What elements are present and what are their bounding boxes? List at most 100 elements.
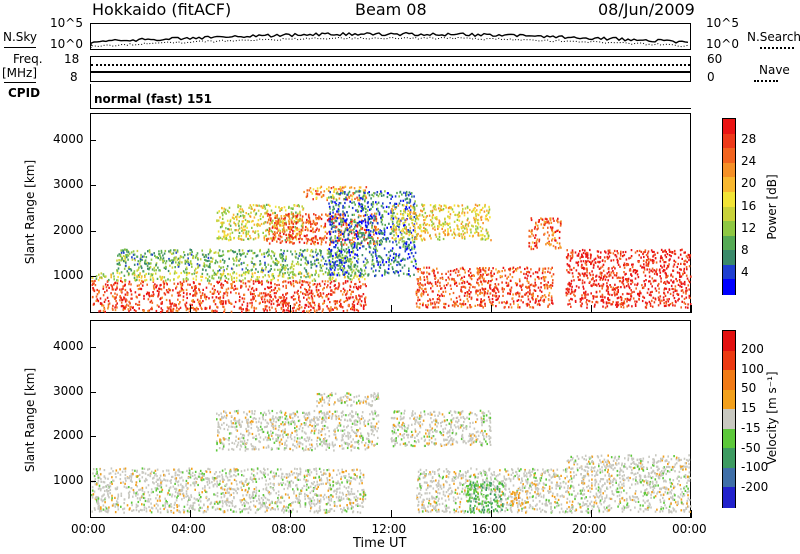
heatmap-cell	[526, 267, 529, 270]
heatmap-cell	[170, 310, 173, 313]
freq-tick-top: 18	[64, 52, 80, 66]
heatmap-cell	[405, 205, 408, 208]
heatmap-cell	[192, 256, 194, 260]
heatmap-cell	[274, 286, 277, 289]
heatmap-cell	[418, 306, 420, 309]
heatmap-cell	[665, 276, 667, 279]
heatmap-cell	[288, 236, 291, 239]
heatmap-cell	[126, 248, 128, 251]
heatmap-cell	[270, 264, 272, 267]
heatmap-cell	[488, 210, 490, 213]
heatmap-cell	[342, 248, 345, 251]
heatmap-cell	[305, 225, 307, 229]
heatmap-cell	[384, 190, 386, 193]
heatmap-cell	[599, 290, 601, 293]
heatmap-cell	[498, 295, 500, 298]
heatmap-cell	[158, 290, 160, 293]
heatmap-cell	[402, 222, 404, 225]
heatmap-cell	[253, 251, 256, 255]
heatmap-cell	[524, 267, 526, 271]
heatmap-cell	[239, 253, 241, 256]
heatmap-cell	[411, 206, 414, 209]
heatmap-cell	[479, 277, 481, 280]
heatmap-cell	[380, 194, 383, 197]
heatmap-cell	[238, 292, 240, 295]
heatmap-cell	[414, 227, 416, 230]
heatmap-cell	[331, 271, 333, 275]
heatmap-cell	[293, 264, 295, 267]
heatmap-cell	[279, 238, 281, 241]
heatmap-cell	[512, 293, 514, 296]
heatmap-cell	[368, 232, 370, 235]
heatmap-cell	[284, 209, 287, 212]
heatmap-cell	[132, 250, 135, 253]
heatmap-cell	[349, 288, 351, 291]
heatmap-cell	[172, 252, 175, 255]
heatmap-cell	[488, 267, 490, 270]
heatmap-cell	[392, 209, 394, 212]
heatmap-cell	[658, 298, 661, 301]
heatmap-cell	[136, 269, 138, 272]
heatmap-cell	[282, 293, 284, 296]
heatmap-cell	[394, 256, 397, 259]
heatmap-cell	[100, 302, 103, 305]
heatmap-cell	[669, 292, 672, 295]
heatmap-cell	[382, 259, 384, 262]
heatmap-cell	[433, 272, 435, 275]
heatmap-cell	[326, 197, 328, 200]
heatmap-cell	[310, 263, 312, 266]
heatmap-cell	[283, 280, 285, 283]
heatmap-cell	[414, 245, 416, 248]
heatmap-cell	[311, 301, 314, 304]
heatmap-cell	[299, 271, 301, 274]
heatmap-cell	[221, 225, 223, 228]
heatmap-cell	[546, 221, 549, 224]
heatmap-cell	[152, 291, 154, 294]
heatmap-cell	[286, 229, 288, 232]
heatmap-cell	[130, 283, 132, 286]
heatmap-cell	[294, 303, 296, 306]
heatmap-cell	[498, 301, 501, 304]
heatmap-cell	[308, 219, 311, 222]
heatmap-cell	[596, 284, 598, 287]
heatmap-cell	[283, 226, 285, 230]
heatmap-cell	[295, 309, 297, 312]
heatmap-cell	[175, 251, 178, 254]
heatmap-cell	[670, 255, 672, 258]
heatmap-cell	[505, 302, 507, 305]
heatmap-cell	[495, 298, 497, 301]
heatmap-cell	[125, 261, 127, 264]
heatmap-cell	[383, 273, 386, 276]
heatmap-cell	[434, 303, 436, 306]
heatmap-cell	[332, 241, 335, 244]
heatmap-cell	[546, 284, 548, 287]
heatmap-cell	[187, 278, 189, 281]
heatmap-cell	[495, 295, 497, 298]
heatmap-cell	[428, 224, 431, 227]
noise-panel	[90, 23, 691, 50]
heatmap-cell	[482, 206, 484, 209]
heatmap-cell	[354, 263, 357, 266]
heatmap-cell	[129, 302, 131, 305]
heatmap-cell	[417, 232, 419, 236]
heatmap-cell	[318, 217, 320, 220]
heatmap-cell	[253, 210, 255, 213]
heatmap-cell	[572, 275, 574, 278]
heatmap-cell	[351, 305, 354, 308]
heatmap-cell	[184, 304, 187, 307]
heatmap-cell	[219, 273, 222, 276]
heatmap-cell	[228, 228, 230, 231]
heatmap-cell	[284, 264, 286, 268]
heatmap-cell	[363, 304, 365, 307]
heatmap-cell	[391, 205, 394, 208]
heatmap-cell	[353, 256, 356, 260]
heatmap-cell	[423, 219, 425, 222]
heatmap-cell	[347, 214, 349, 217]
heatmap-cell	[296, 291, 298, 294]
heatmap-cell	[154, 254, 156, 257]
heatmap-cell	[484, 205, 486, 208]
heatmap-cell	[201, 275, 204, 278]
heatmap-cell	[354, 203, 356, 206]
heatmap-cell	[336, 264, 338, 267]
heatmap-cell	[155, 256, 157, 259]
